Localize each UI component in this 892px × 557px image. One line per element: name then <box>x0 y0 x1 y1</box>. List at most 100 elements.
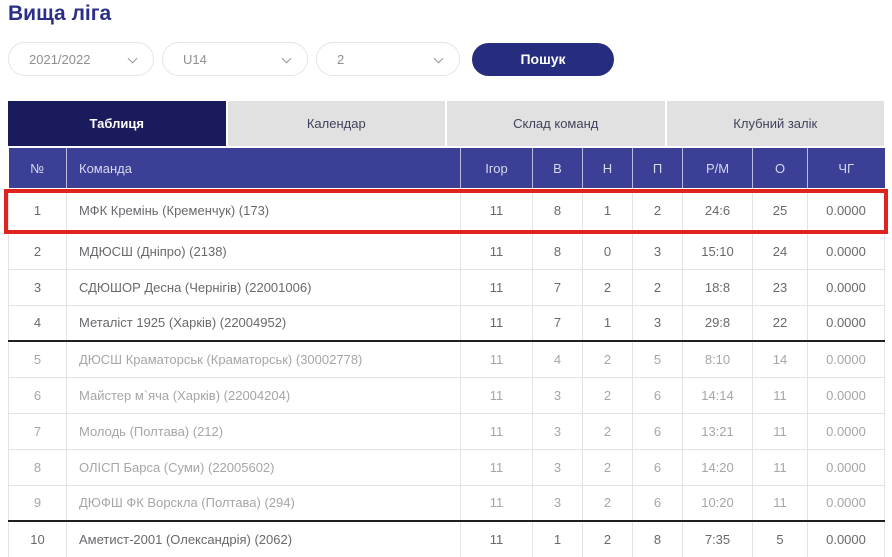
coef-cell: 0.0000 <box>807 269 885 306</box>
losses-cell: 2 <box>632 269 683 306</box>
coef-cell: 0.0000 <box>807 521 885 557</box>
games-cell: 11 <box>460 188 533 234</box>
table-row: 9 ДЮФШ ФК Ворскла (Полтава) (294) 11 3 2 6 10:… <box>8 485 885 522</box>
draws-cell: 0 <box>582 233 633 270</box>
draws-cell: 2 <box>582 485 633 522</box>
table-header-row: № Команда Ігор В Н П Р/М О ЧГ <box>8 148 885 188</box>
wins-cell: 7 <box>532 305 583 342</box>
season-select[interactable]: 2021/2022 <box>8 42 154 76</box>
coef-cell: 0.0000 <box>807 413 885 450</box>
losses-cell: 5 <box>632 341 683 378</box>
tab-squads[interactable]: Склад команд <box>447 101 665 146</box>
points-cell: 24 <box>752 233 808 270</box>
table-row: 10 Аметист-2001 (Олександрія) (2062) 11 1 2 8… <box>8 521 885 557</box>
games-cell: 11 <box>460 521 533 557</box>
coef-cell: 0.0000 <box>807 377 885 414</box>
draws-cell: 2 <box>582 521 633 557</box>
points-cell: 23 <box>752 269 808 306</box>
games-cell: 11 <box>460 449 533 486</box>
coef-cell: 0.0000 <box>807 188 885 234</box>
goals-cell: 7:35 <box>682 521 753 557</box>
round-select-value: 2 <box>337 51 345 67</box>
losses-cell: 2 <box>632 188 683 234</box>
position-cell: 8 <box>8 449 67 486</box>
tab-table[interactable]: Таблиця <box>8 101 226 146</box>
draws-cell: 2 <box>582 269 633 306</box>
losses-cell: 3 <box>632 305 683 342</box>
games-cell: 11 <box>460 269 533 306</box>
col-header-points: О <box>752 148 808 188</box>
table-row: 8 ОЛІСП Барса (Суми) (22005602) 11 3 2 6 14:20… <box>8 449 885 486</box>
age-group-select-value: U14 <box>183 51 207 67</box>
wins-cell: 4 <box>532 341 583 378</box>
wins-cell: 8 <box>532 188 583 234</box>
points-cell: 5 <box>752 521 808 557</box>
position-cell: 4 <box>8 305 67 342</box>
team-cell: Майстер м`яча (Харків) (22004204) <box>66 377 461 414</box>
goals-cell: 14:20 <box>682 449 753 486</box>
season-select-value: 2021/2022 <box>29 51 91 67</box>
col-header-draws: Н <box>582 148 633 188</box>
col-header-position: № <box>8 148 67 188</box>
points-cell: 11 <box>752 485 808 522</box>
wins-cell: 1 <box>532 521 583 557</box>
games-cell: 11 <box>460 485 533 522</box>
coef-cell: 0.0000 <box>807 449 885 486</box>
games-cell: 11 <box>460 413 533 450</box>
team-cell: МФК Кремінь (Кременчук) (173) <box>66 188 461 234</box>
position-cell: 9 <box>8 485 67 522</box>
losses-cell: 6 <box>632 377 683 414</box>
goals-cell: 29:8 <box>682 305 753 342</box>
age-group-select[interactable]: U14 <box>162 42 308 76</box>
filter-bar: 2021/2022 U14 2 Пошук <box>8 42 614 76</box>
losses-cell: 8 <box>632 521 683 557</box>
position-cell: 1 <box>8 188 67 234</box>
chevron-down-icon <box>127 53 138 64</box>
wins-cell: 7 <box>532 269 583 306</box>
section-tabs: Таблиця Календар Склад команд Клубний за… <box>8 101 884 146</box>
position-cell: 6 <box>8 377 67 414</box>
team-cell: Аметист-2001 (Олександрія) (2062) <box>66 521 461 557</box>
losses-cell: 6 <box>632 413 683 450</box>
draws-cell: 2 <box>582 413 633 450</box>
standings-body: 1 МФК Кремінь (Кременчук) (173) 11 8 1 2 24:6 2… <box>8 188 885 557</box>
round-select[interactable]: 2 <box>316 42 460 76</box>
games-cell: 11 <box>460 233 533 270</box>
tab-calendar[interactable]: Календар <box>227 101 445 146</box>
goals-cell: 13:21 <box>682 413 753 450</box>
col-header-team: Команда <box>66 148 461 188</box>
coef-cell: 0.0000 <box>807 233 885 270</box>
team-cell: ОЛІСП Барса (Суми) (22005602) <box>66 449 461 486</box>
chevron-down-icon <box>433 53 444 64</box>
points-cell: 11 <box>752 413 808 450</box>
points-cell: 25 <box>752 188 808 234</box>
page-title: Вища ліга <box>8 2 112 25</box>
tab-club-standings[interactable]: Клубний залік <box>666 101 884 146</box>
goals-cell: 24:6 <box>682 188 753 234</box>
position-cell: 7 <box>8 413 67 450</box>
draws-cell: 2 <box>582 341 633 378</box>
points-cell: 22 <box>752 305 808 342</box>
table-row: 5 ДЮСШ Краматорськ (Краматорськ) (3000277… <box>8 341 885 378</box>
col-header-losses: П <box>632 148 683 188</box>
wins-cell: 8 <box>532 233 583 270</box>
draws-cell: 2 <box>582 449 633 486</box>
col-header-goals: Р/М <box>682 148 753 188</box>
standings-table: № Команда Ігор В Н П Р/М О ЧГ 1 МФК Кремі… <box>8 148 885 557</box>
table-row: 1 МФК Кремінь (Кременчук) (173) 11 8 1 2 24:6 2… <box>8 188 885 234</box>
points-cell: 11 <box>752 377 808 414</box>
coef-cell: 0.0000 <box>807 341 885 378</box>
goals-cell: 8:10 <box>682 341 753 378</box>
draws-cell: 2 <box>582 377 633 414</box>
goals-cell: 18:8 <box>682 269 753 306</box>
goals-cell: 15:10 <box>682 233 753 270</box>
wins-cell: 3 <box>532 449 583 486</box>
table-row: 7 Молодь (Полтава) (212) 11 3 2 6 13:21 11 0.000… <box>8 413 885 450</box>
coef-cell: 0.0000 <box>807 305 885 342</box>
position-cell: 10 <box>8 521 67 557</box>
team-cell: Молодь (Полтава) (212) <box>66 413 461 450</box>
losses-cell: 6 <box>632 449 683 486</box>
team-cell: Металіст 1925 (Харків) (22004952) <box>66 305 461 342</box>
search-button[interactable]: Пошук <box>472 42 614 76</box>
